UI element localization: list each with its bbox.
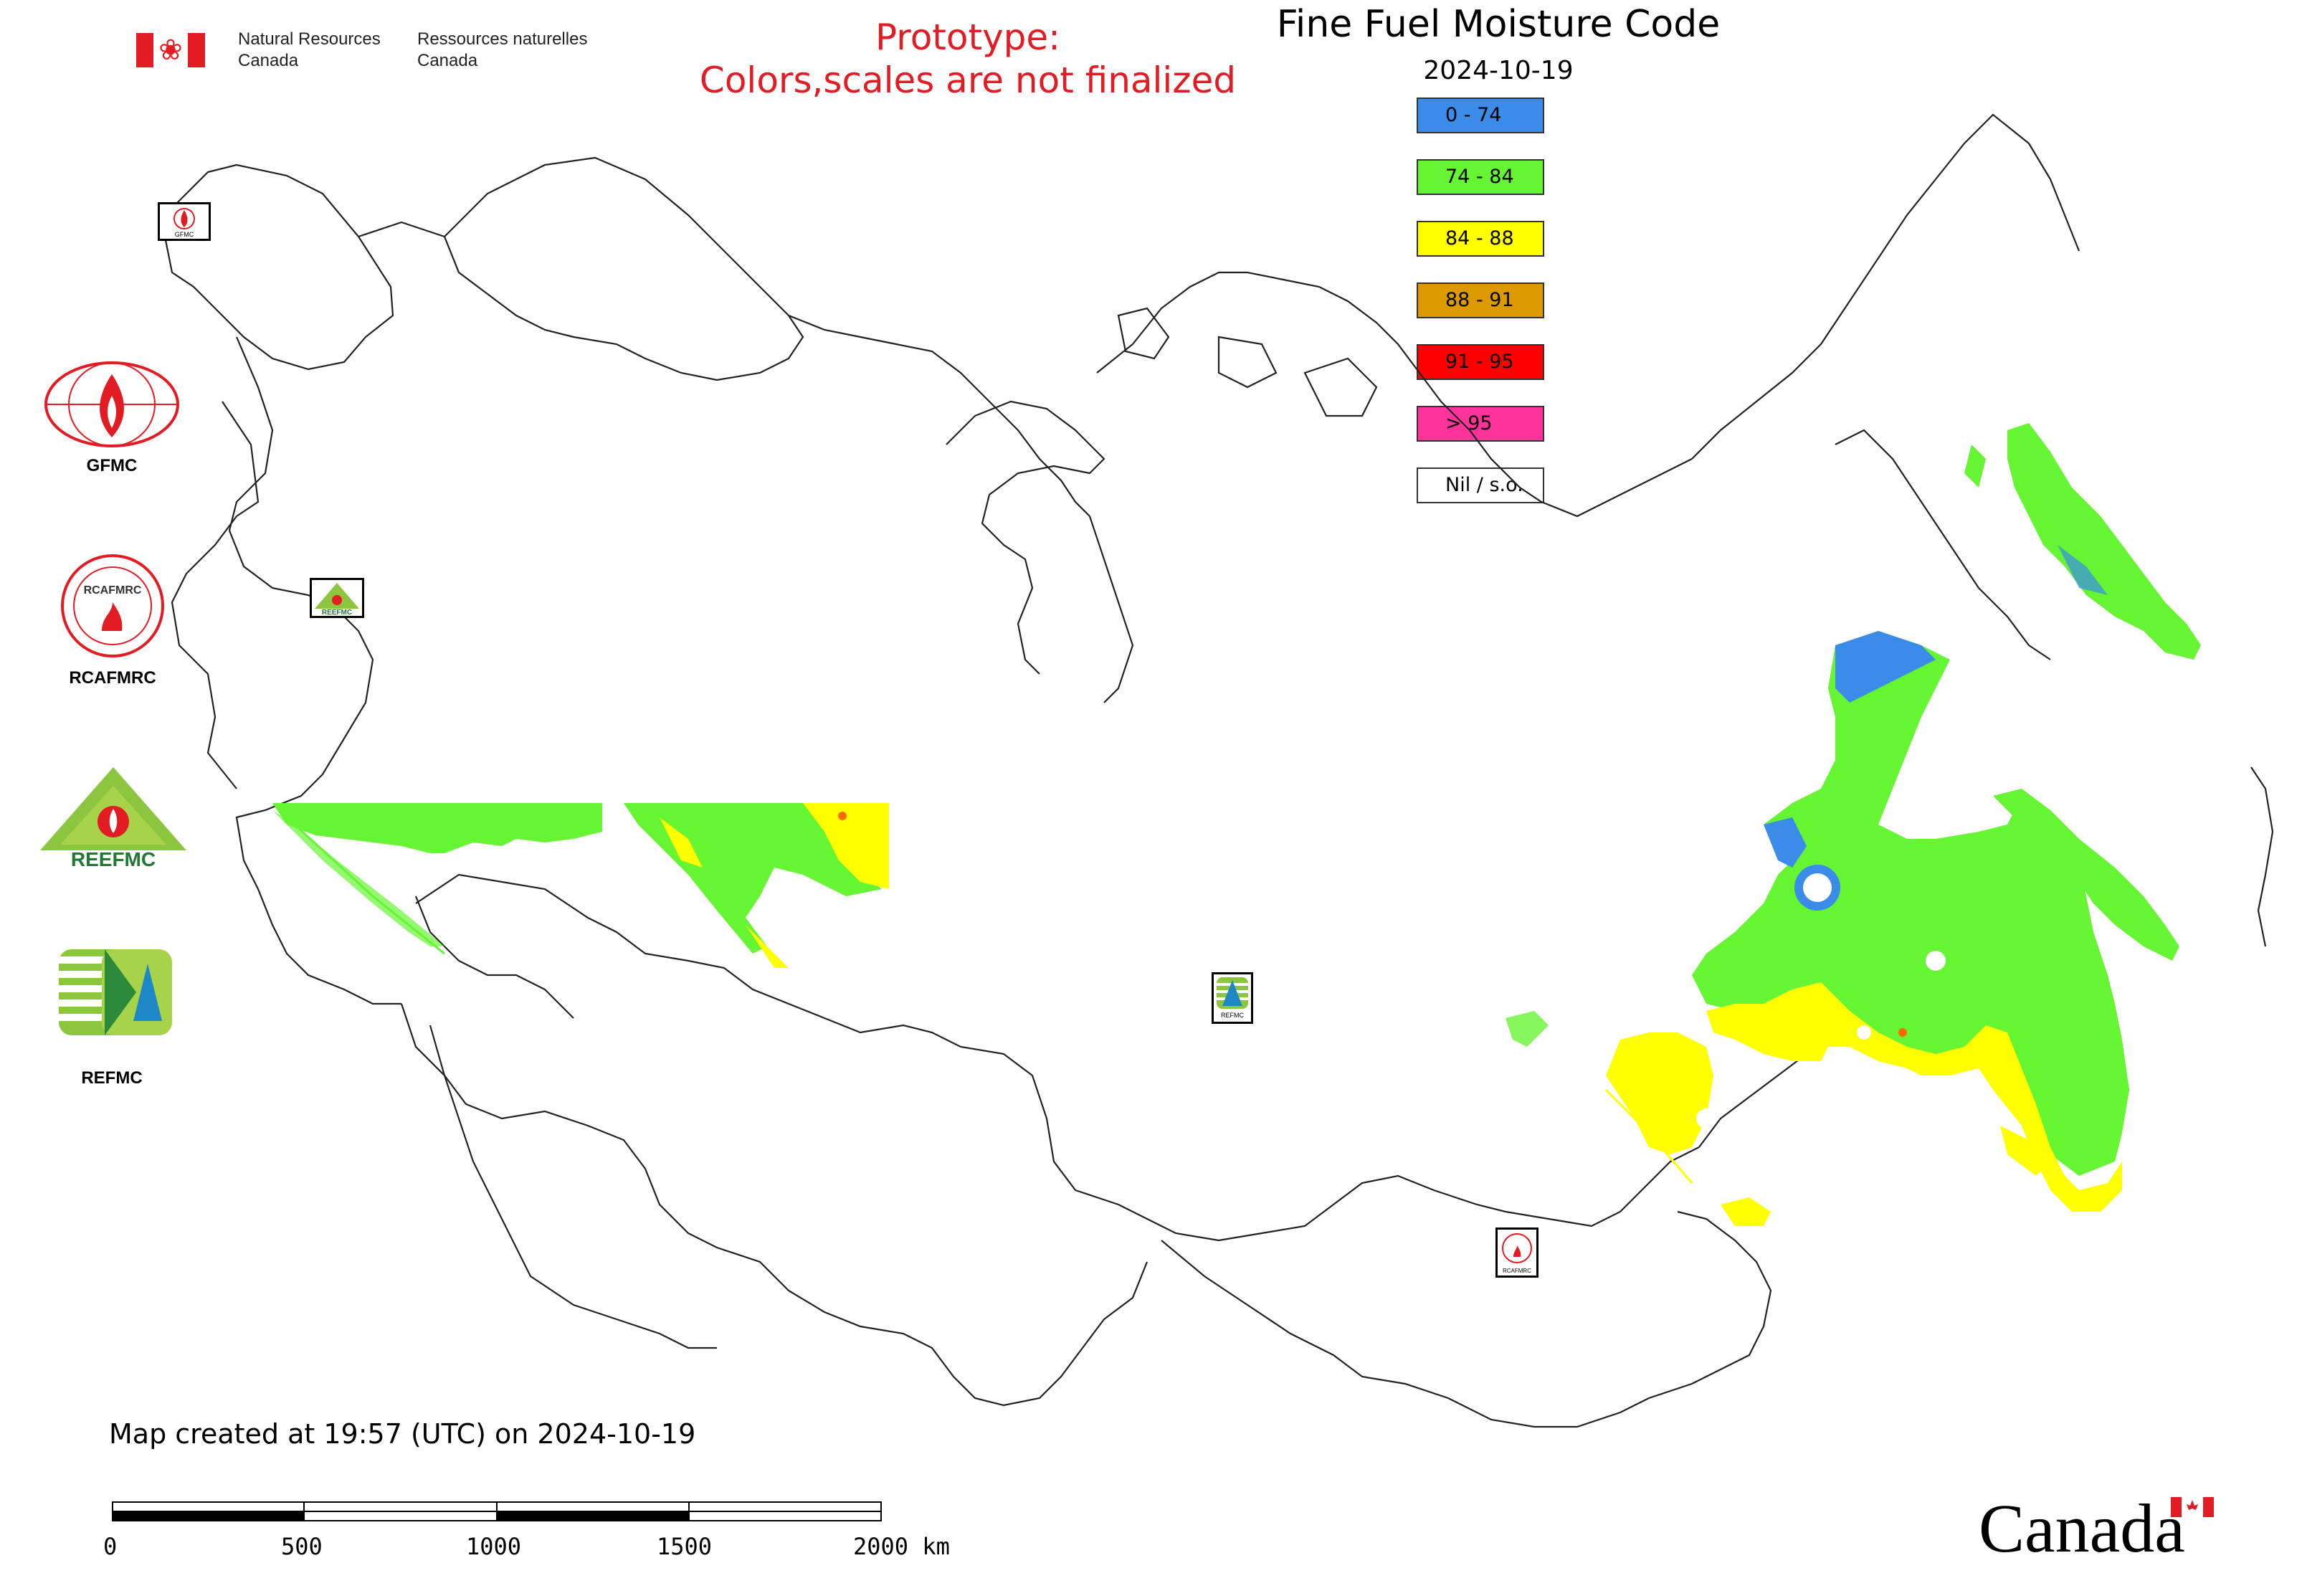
mini-refmc-icon: REFMC: [1212, 972, 1253, 1024]
canada-flag-icon: ❀: [136, 33, 205, 67]
raster-kamchatka-green: [2007, 423, 2201, 660]
raster-west-yellow: [803, 803, 889, 889]
gfmc-logo-icon: [44, 361, 179, 447]
ffmc-raster: [272, 423, 2201, 1226]
raster-fareast-blue: [1835, 631, 1936, 703]
svg-text:REEFMC: REEFMC: [322, 609, 352, 616]
island-3: [1303, 357, 1378, 417]
prototype-line-2: Colors,scales are not finalized: [699, 60, 1237, 101]
rcafmrc-label: RCAFMRC: [69, 668, 156, 688]
canada-wordmark-flag-icon: [2171, 1497, 2214, 1517]
border-caspian: [414, 896, 574, 1019]
reefmc-logo-icon: REEFMC: [40, 767, 186, 870]
map-created-text: Map created at 19:57 (UTC) on 2024-10-19: [109, 1418, 696, 1450]
coast-sakhalin: [2250, 766, 2274, 947]
border-kazakhstan: [400, 1003, 1148, 1407]
border-kola: [443, 156, 804, 381]
coast-novaya-zemlya: [946, 400, 1105, 675]
scale-tick-1000: 1000: [466, 1533, 522, 1560]
dept-name-en-2: Canada: [238, 51, 299, 70]
rcafmrc-logo-icon: RCAFMRC: [61, 554, 164, 657]
scale-bar: [112, 1501, 882, 1521]
scale-tick-0: 0: [103, 1533, 118, 1560]
legend-item-gt-95: > 95: [1417, 406, 1544, 442]
coast-3: [1096, 271, 1693, 518]
coast-yamal: [1088, 516, 1134, 703]
coast-2: [788, 314, 1090, 517]
svg-text:REFMC: REFMC: [1221, 1012, 1244, 1019]
dept-name-en-1: Natural Resources: [238, 29, 381, 49]
raster-fareast-yellow: [1706, 982, 2122, 1212]
canada-wordmark: Canada: [1979, 1490, 2185, 1567]
svg-text:GFMC: GFMC: [175, 231, 194, 238]
coast-1: [358, 221, 445, 238]
refmc-label: REFMC: [81, 1068, 143, 1088]
mini-reefmc-icon: REEFMC: [310, 578, 364, 618]
country-borders: [163, 113, 2274, 1428]
map-date: 2024-10-19: [1423, 56, 1574, 85]
scale-tick-2000: 2000 km: [853, 1533, 950, 1560]
svg-text:REEFMC: REEFMC: [71, 848, 156, 870]
border-west: [228, 336, 401, 1005]
dept-name-fr-1: Ressources naturelles: [417, 29, 588, 49]
mini-rcafmrc-icon: RCAFMRC: [1495, 1227, 1538, 1278]
raster-west-green: [272, 803, 602, 853]
refmc-logo-icon: [59, 949, 172, 1035]
island-2: [1217, 336, 1278, 389]
legend-item-91-95: 91 - 95: [1417, 344, 1544, 380]
legend-item-84-88: 84 - 88: [1417, 221, 1544, 257]
border-central-asia: [429, 1025, 717, 1349]
prototype-notice: Prototype: Colors,scales are not finaliz…: [609, 16, 1326, 102]
prototype-line-1: Prototype:: [875, 16, 1061, 58]
legend-item-74-84: 74 - 84: [1417, 159, 1544, 195]
scale-tick-500: 500: [281, 1533, 323, 1560]
coast-chukotka: [1691, 113, 2080, 460]
border-baltics: [171, 401, 260, 789]
svg-text:RCAFMRC: RCAFMRC: [1503, 1268, 1531, 1274]
border-mongolia: [1161, 1210, 1772, 1428]
mini-gfmc-icon: GFMC: [158, 202, 211, 241]
gfmc-label: GFMC: [86, 456, 138, 475]
legend-item-0-74: 0 - 74: [1417, 98, 1544, 133]
border-scandinavia: [163, 163, 394, 371]
island-1: [1117, 307, 1170, 360]
svg-text:RCAFMRC: RCAFMRC: [84, 584, 142, 597]
border-south: [415, 873, 1700, 1242]
legend-item-88-91: 88 - 91: [1417, 282, 1544, 318]
border-amur: [1698, 1053, 1807, 1148]
coast-okhotsk: [1835, 429, 2051, 660]
dept-name-fr-2: Canada: [417, 51, 478, 70]
map-title: Fine Fuel Moisture Code: [1276, 3, 1721, 46]
raster-yellow-2: [1606, 1032, 1713, 1154]
scale-tick-1500: 1500: [657, 1533, 713, 1560]
raster-fareast-green: [1692, 631, 2129, 1176]
